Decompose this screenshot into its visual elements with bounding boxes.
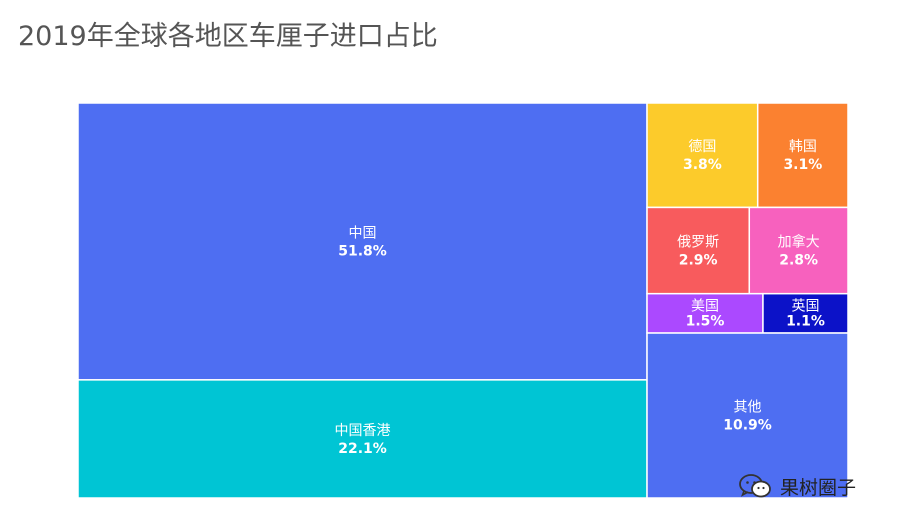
- treemap-cell: 其他 10.9%: [646, 332, 849, 499]
- treemap-label: 英国: [791, 297, 819, 314]
- treemap-label: 中国: [349, 225, 377, 241]
- treemap-value: 3.1%: [783, 157, 822, 173]
- treemap-cell: 美国1.5%: [646, 292, 764, 334]
- treemap-label: 韩国: [789, 139, 817, 155]
- treemap-cell: 加拿大 2.8%: [748, 206, 849, 295]
- watermark: 果树圈子: [738, 472, 888, 500]
- treemap-value: 22.1%: [338, 441, 387, 457]
- treemap-cell: 中国香港 22.1%: [77, 379, 648, 499]
- treemap-rect: [77, 102, 648, 381]
- treemap-rect: [77, 379, 648, 499]
- treemap-rect: [646, 332, 849, 499]
- treemap-value: 2.8%: [779, 253, 818, 269]
- wechat-icon: [739, 474, 771, 498]
- treemap-value: 51.8%: [338, 243, 387, 259]
- chart-title: 2019年全球各地区车厘子进口占比: [18, 21, 438, 52]
- treemap-cell: 俄罗斯 2.9%: [646, 206, 751, 295]
- treemap-label: 俄罗斯: [677, 235, 719, 251]
- treemap-value: 2.9%: [679, 253, 718, 269]
- treemap-rect: [762, 292, 849, 334]
- treemap-cell: 英国1.1%: [762, 292, 849, 334]
- watermark-text: 果树圈子: [780, 476, 857, 499]
- treemap-label: 美国: [691, 298, 719, 314]
- treemap-label: 中国香港: [335, 423, 391, 439]
- treemap-value: 1.1%: [786, 313, 825, 329]
- treemap-value: 3.8%: [683, 157, 722, 173]
- treemap-cell: 韩国 3.1%: [756, 102, 849, 209]
- treemap-label: 加拿大: [778, 234, 820, 251]
- treemap-label: 德国: [688, 139, 716, 155]
- treemap-cell: 德国 3.8%: [646, 102, 759, 209]
- treemap-value: 10.9%: [723, 418, 772, 434]
- treemap-cell: 中国 51.8%: [77, 102, 648, 381]
- treemap-value: 1.5%: [686, 313, 725, 329]
- treemap-label: 其他: [734, 400, 762, 416]
- treemap-rect: [646, 102, 759, 209]
